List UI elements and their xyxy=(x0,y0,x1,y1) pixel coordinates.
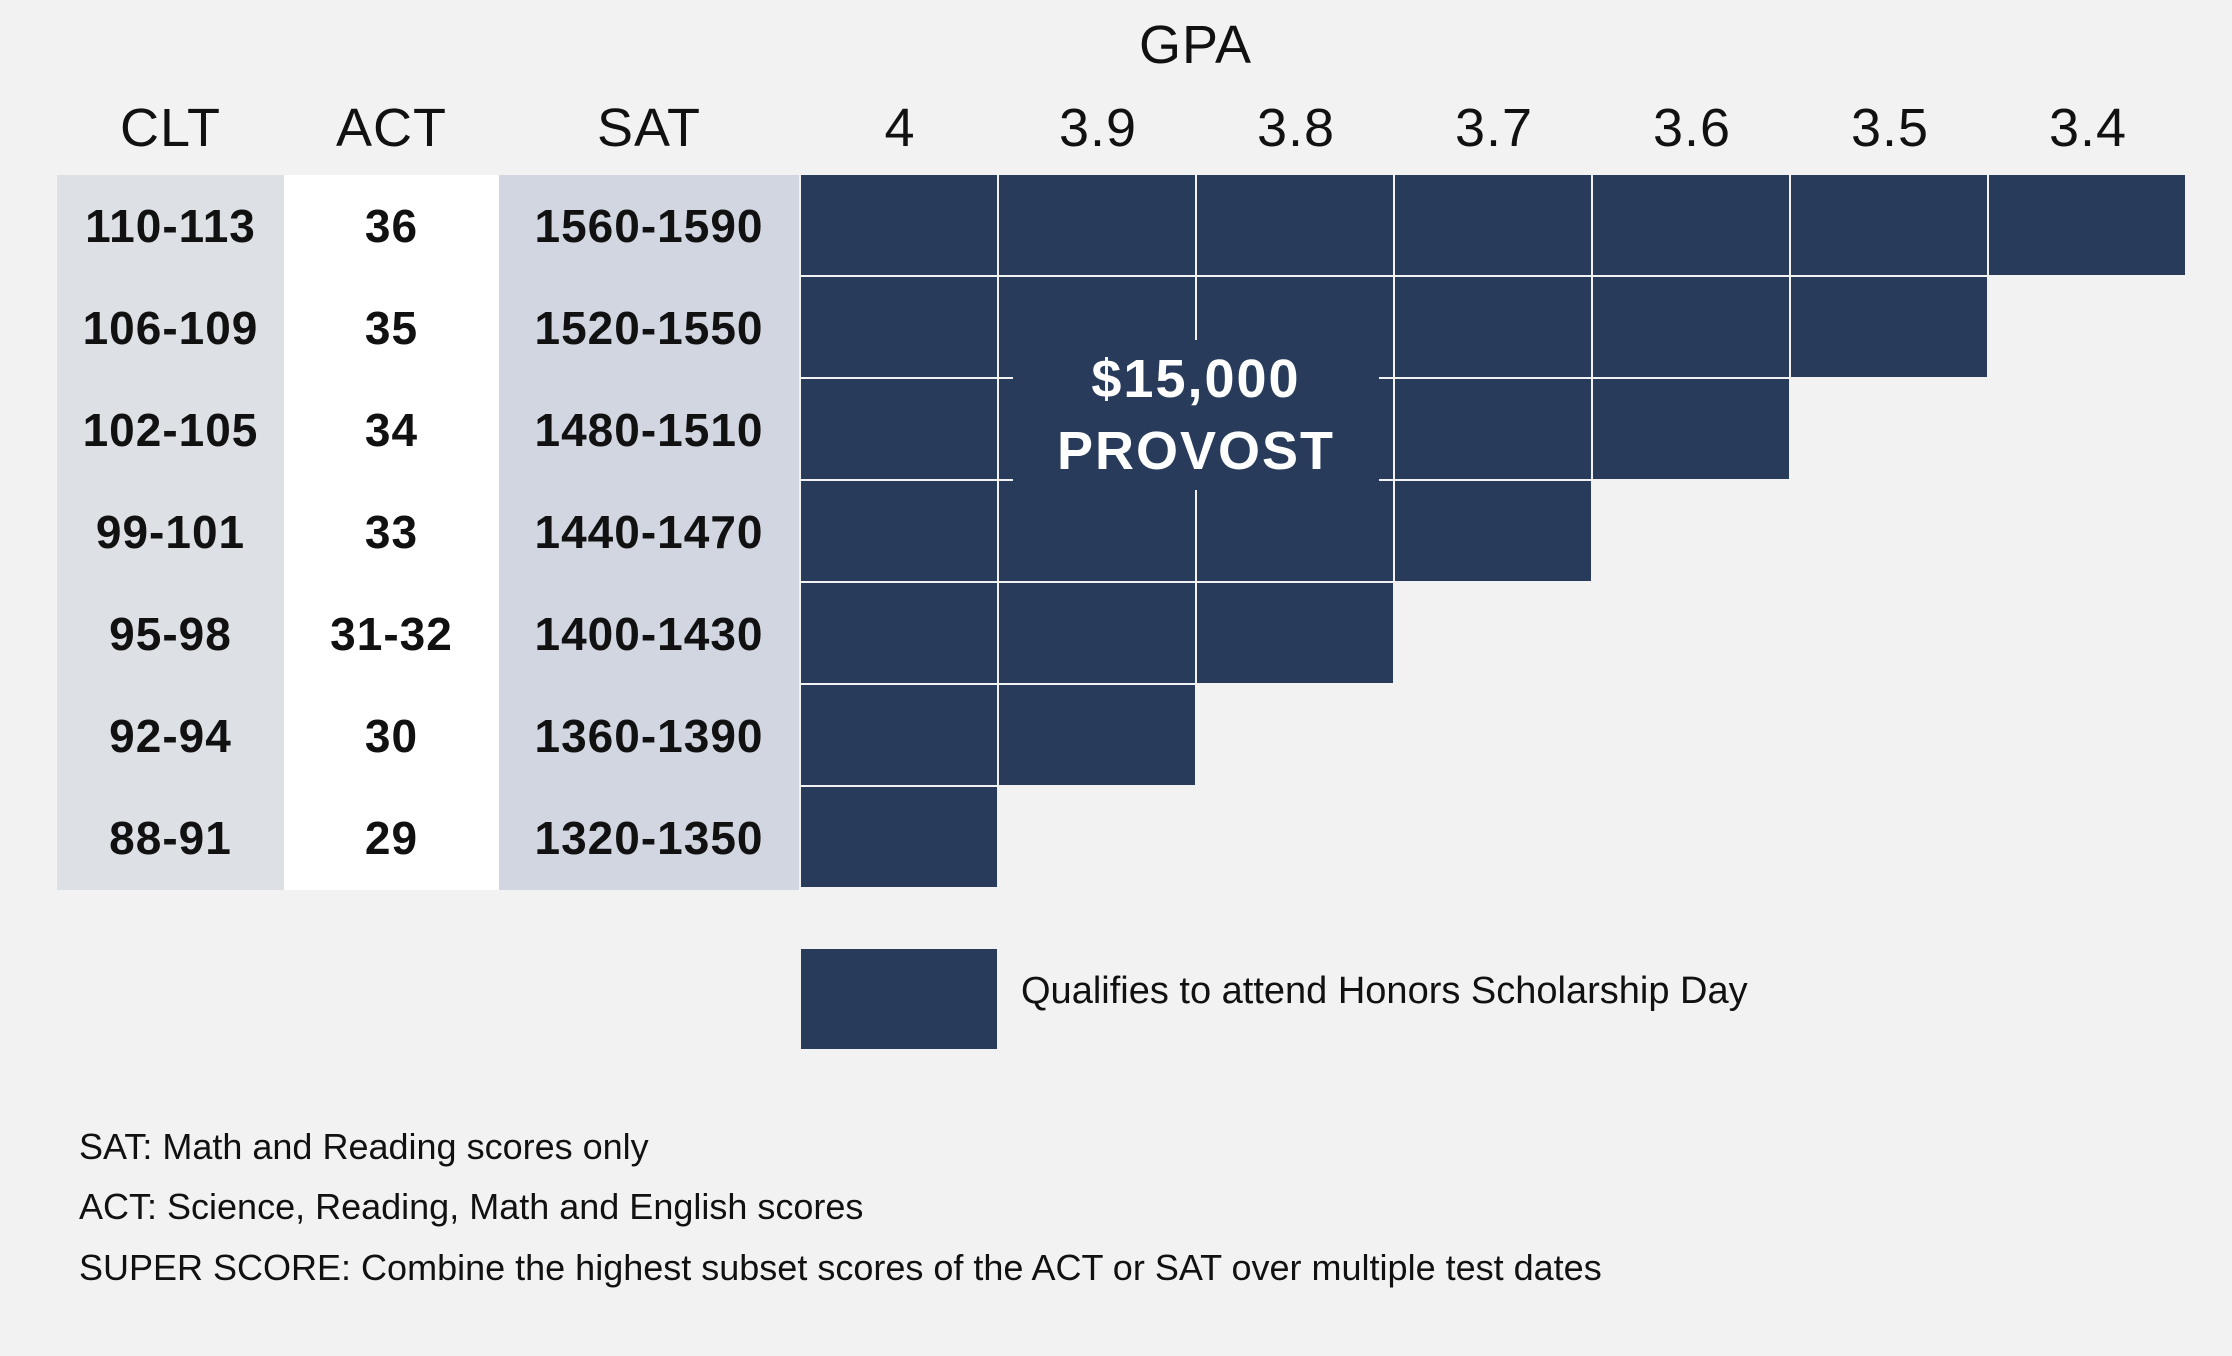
legend-swatch xyxy=(801,949,997,1049)
clt-score-cell: 88-91 xyxy=(109,812,232,864)
qualifying-cell xyxy=(1197,481,1393,581)
act-score-cell: 29 xyxy=(364,812,419,864)
qualifying-cell xyxy=(999,481,1195,581)
qualifying-cell xyxy=(1989,175,2185,275)
legend-label: Qualifies to attend Honors Scholarship D… xyxy=(1021,970,1748,1012)
gpa-column-header: 3.8 xyxy=(1256,97,1336,158)
act-score-cell: 36 xyxy=(364,200,419,252)
sat-score-cell: 1360-1390 xyxy=(534,710,764,762)
award-amount: $15,000 xyxy=(1091,349,1301,409)
qualifying-cell xyxy=(801,787,997,887)
qualifying-cell xyxy=(1791,175,1987,275)
note-super-score: SUPER SCORE: Combine the highest subset … xyxy=(79,1247,1602,1288)
note-sat: SAT: Math and Reading scores only xyxy=(79,1126,649,1167)
act-score-cell: 30 xyxy=(364,710,419,762)
qualifying-cell xyxy=(1395,175,1591,275)
sat-score-cell: 1400-1430 xyxy=(534,608,764,660)
clt-score-cell: 110-113 xyxy=(85,200,256,252)
clt-score-cell: 102-105 xyxy=(82,404,259,456)
act-score-cell: 34 xyxy=(364,404,419,456)
qualifying-cell xyxy=(801,175,997,275)
gpa-column-header: 3.9 xyxy=(1058,97,1138,158)
qualifying-cell xyxy=(801,379,997,479)
qualifying-cell xyxy=(999,685,1195,785)
qualifying-cell xyxy=(801,277,997,377)
qualifying-cell xyxy=(1197,583,1393,683)
gpa-column-header: 3.7 xyxy=(1454,97,1534,158)
qualifying-cell xyxy=(999,175,1195,275)
qualifying-cell xyxy=(801,685,997,785)
clt-column-header: CLT xyxy=(119,97,221,158)
sat-score-cell: 1480-1510 xyxy=(534,404,764,456)
sat-column-header: SAT xyxy=(596,97,701,158)
qualifying-cell xyxy=(801,583,997,683)
act-score-cell: 31-32 xyxy=(330,608,453,660)
qualifying-cell xyxy=(1593,277,1789,377)
award-name: PROVOST xyxy=(1056,421,1336,481)
act-column-header: ACT xyxy=(336,97,447,158)
sat-score-cell: 1560-1590 xyxy=(534,200,764,252)
clt-score-cell: 92-94 xyxy=(109,710,232,762)
qualifying-cell xyxy=(1593,379,1789,479)
act-column-background xyxy=(284,175,499,890)
clt-score-cell: 95-98 xyxy=(109,608,232,660)
gpa-column-header: 3.5 xyxy=(1850,97,1930,158)
act-score-cell: 35 xyxy=(364,302,419,354)
qualifying-cell xyxy=(1395,277,1591,377)
act-score-cell: 33 xyxy=(364,506,419,558)
sat-score-cell: 1440-1470 xyxy=(534,506,764,558)
clt-score-cell: 99-101 xyxy=(95,506,246,558)
gpa-heading: GPA xyxy=(1138,15,1253,75)
sat-score-cell: 1320-1350 xyxy=(534,812,764,864)
gpa-column-header: 3.6 xyxy=(1652,97,1732,158)
qualifying-cell xyxy=(999,583,1195,683)
qualifying-cell xyxy=(1395,481,1591,581)
provost-award-label: $15,000 PROVOST xyxy=(1013,340,1379,490)
qualifying-cell xyxy=(1791,277,1987,377)
note-act: ACT: Science, Reading, Math and English … xyxy=(79,1186,864,1227)
qualifying-cell xyxy=(1593,175,1789,275)
gpa-column-header: 3.4 xyxy=(2048,97,2128,158)
qualifying-cell xyxy=(1197,175,1393,275)
clt-score-cell: 106-109 xyxy=(82,302,259,354)
clt-column-background xyxy=(57,175,284,890)
sat-column-background xyxy=(499,175,799,890)
qualifying-cell xyxy=(801,481,997,581)
gpa-column-header: 4 xyxy=(884,97,916,158)
sat-score-cell: 1520-1550 xyxy=(534,302,764,354)
qualifying-cell xyxy=(1395,379,1591,479)
